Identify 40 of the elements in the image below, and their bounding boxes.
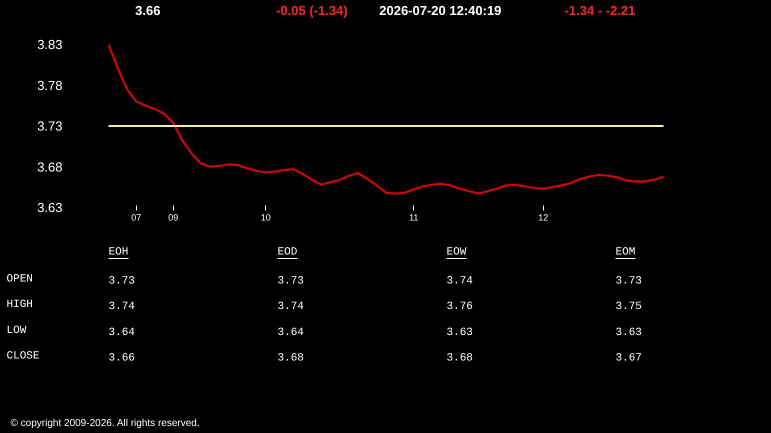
line-series <box>108 44 664 195</box>
data-label: 3.67 <box>616 352 642 365</box>
y-tick-label: CLOSE <box>6 350 40 363</box>
data-label: 3.74 <box>446 276 474 288</box>
data-label: 3.64 <box>108 326 136 339</box>
data-label: 3.64 <box>278 326 304 339</box>
x-tick-label: 11 <box>409 212 418 222</box>
data-label: 3.68 <box>446 352 473 365</box>
data-label: 3.75 <box>616 301 642 314</box>
data-label: 3.63 <box>616 326 642 339</box>
data-label: 3.73 <box>278 276 304 288</box>
x-tick-label: 12 <box>538 212 548 222</box>
data-label: 3.73 <box>108 276 135 288</box>
x-tick-label: 10 <box>260 212 271 222</box>
data-label: 3.76 <box>446 301 473 314</box>
data-label: 3.66 <box>108 352 135 365</box>
x-tick-label: EOD <box>278 246 298 258</box>
y-tick-label: LOW <box>6 324 27 337</box>
text: -0.05 (-1.34) <box>276 3 348 18</box>
data-label: 3.68 <box>278 352 304 365</box>
y-tick-label: 3.68 <box>37 159 63 174</box>
x-tick-label: EOM <box>616 246 636 258</box>
data-label: 3.73 <box>616 276 642 288</box>
x-tick-label: EOW <box>446 246 467 258</box>
x-tick-label: 07 <box>131 212 142 222</box>
text: 3.66 <box>135 3 160 18</box>
text: 2026-07-20 12:40:19 <box>379 3 502 18</box>
y-tick-label: HIGH <box>6 299 33 312</box>
data-label: 3.63 <box>446 326 473 339</box>
y-tick-label: OPEN <box>6 274 33 286</box>
x-tick-label: EOH <box>108 246 128 258</box>
y-tick-label: 3.78 <box>37 78 63 93</box>
text: © copyright 2009-2026. All rights reserved. <box>10 418 200 429</box>
text: -1.34 - -2.21 <box>564 3 636 18</box>
y-tick-label: 3.73 <box>37 118 63 134</box>
data-label: 3.74 <box>278 301 304 314</box>
y-tick-label: 3.83 <box>37 37 63 52</box>
x-tick-label: 09 <box>168 212 178 222</box>
y-tick-label: 3.63 <box>37 200 63 215</box>
data-label: 3.74 <box>108 301 136 314</box>
